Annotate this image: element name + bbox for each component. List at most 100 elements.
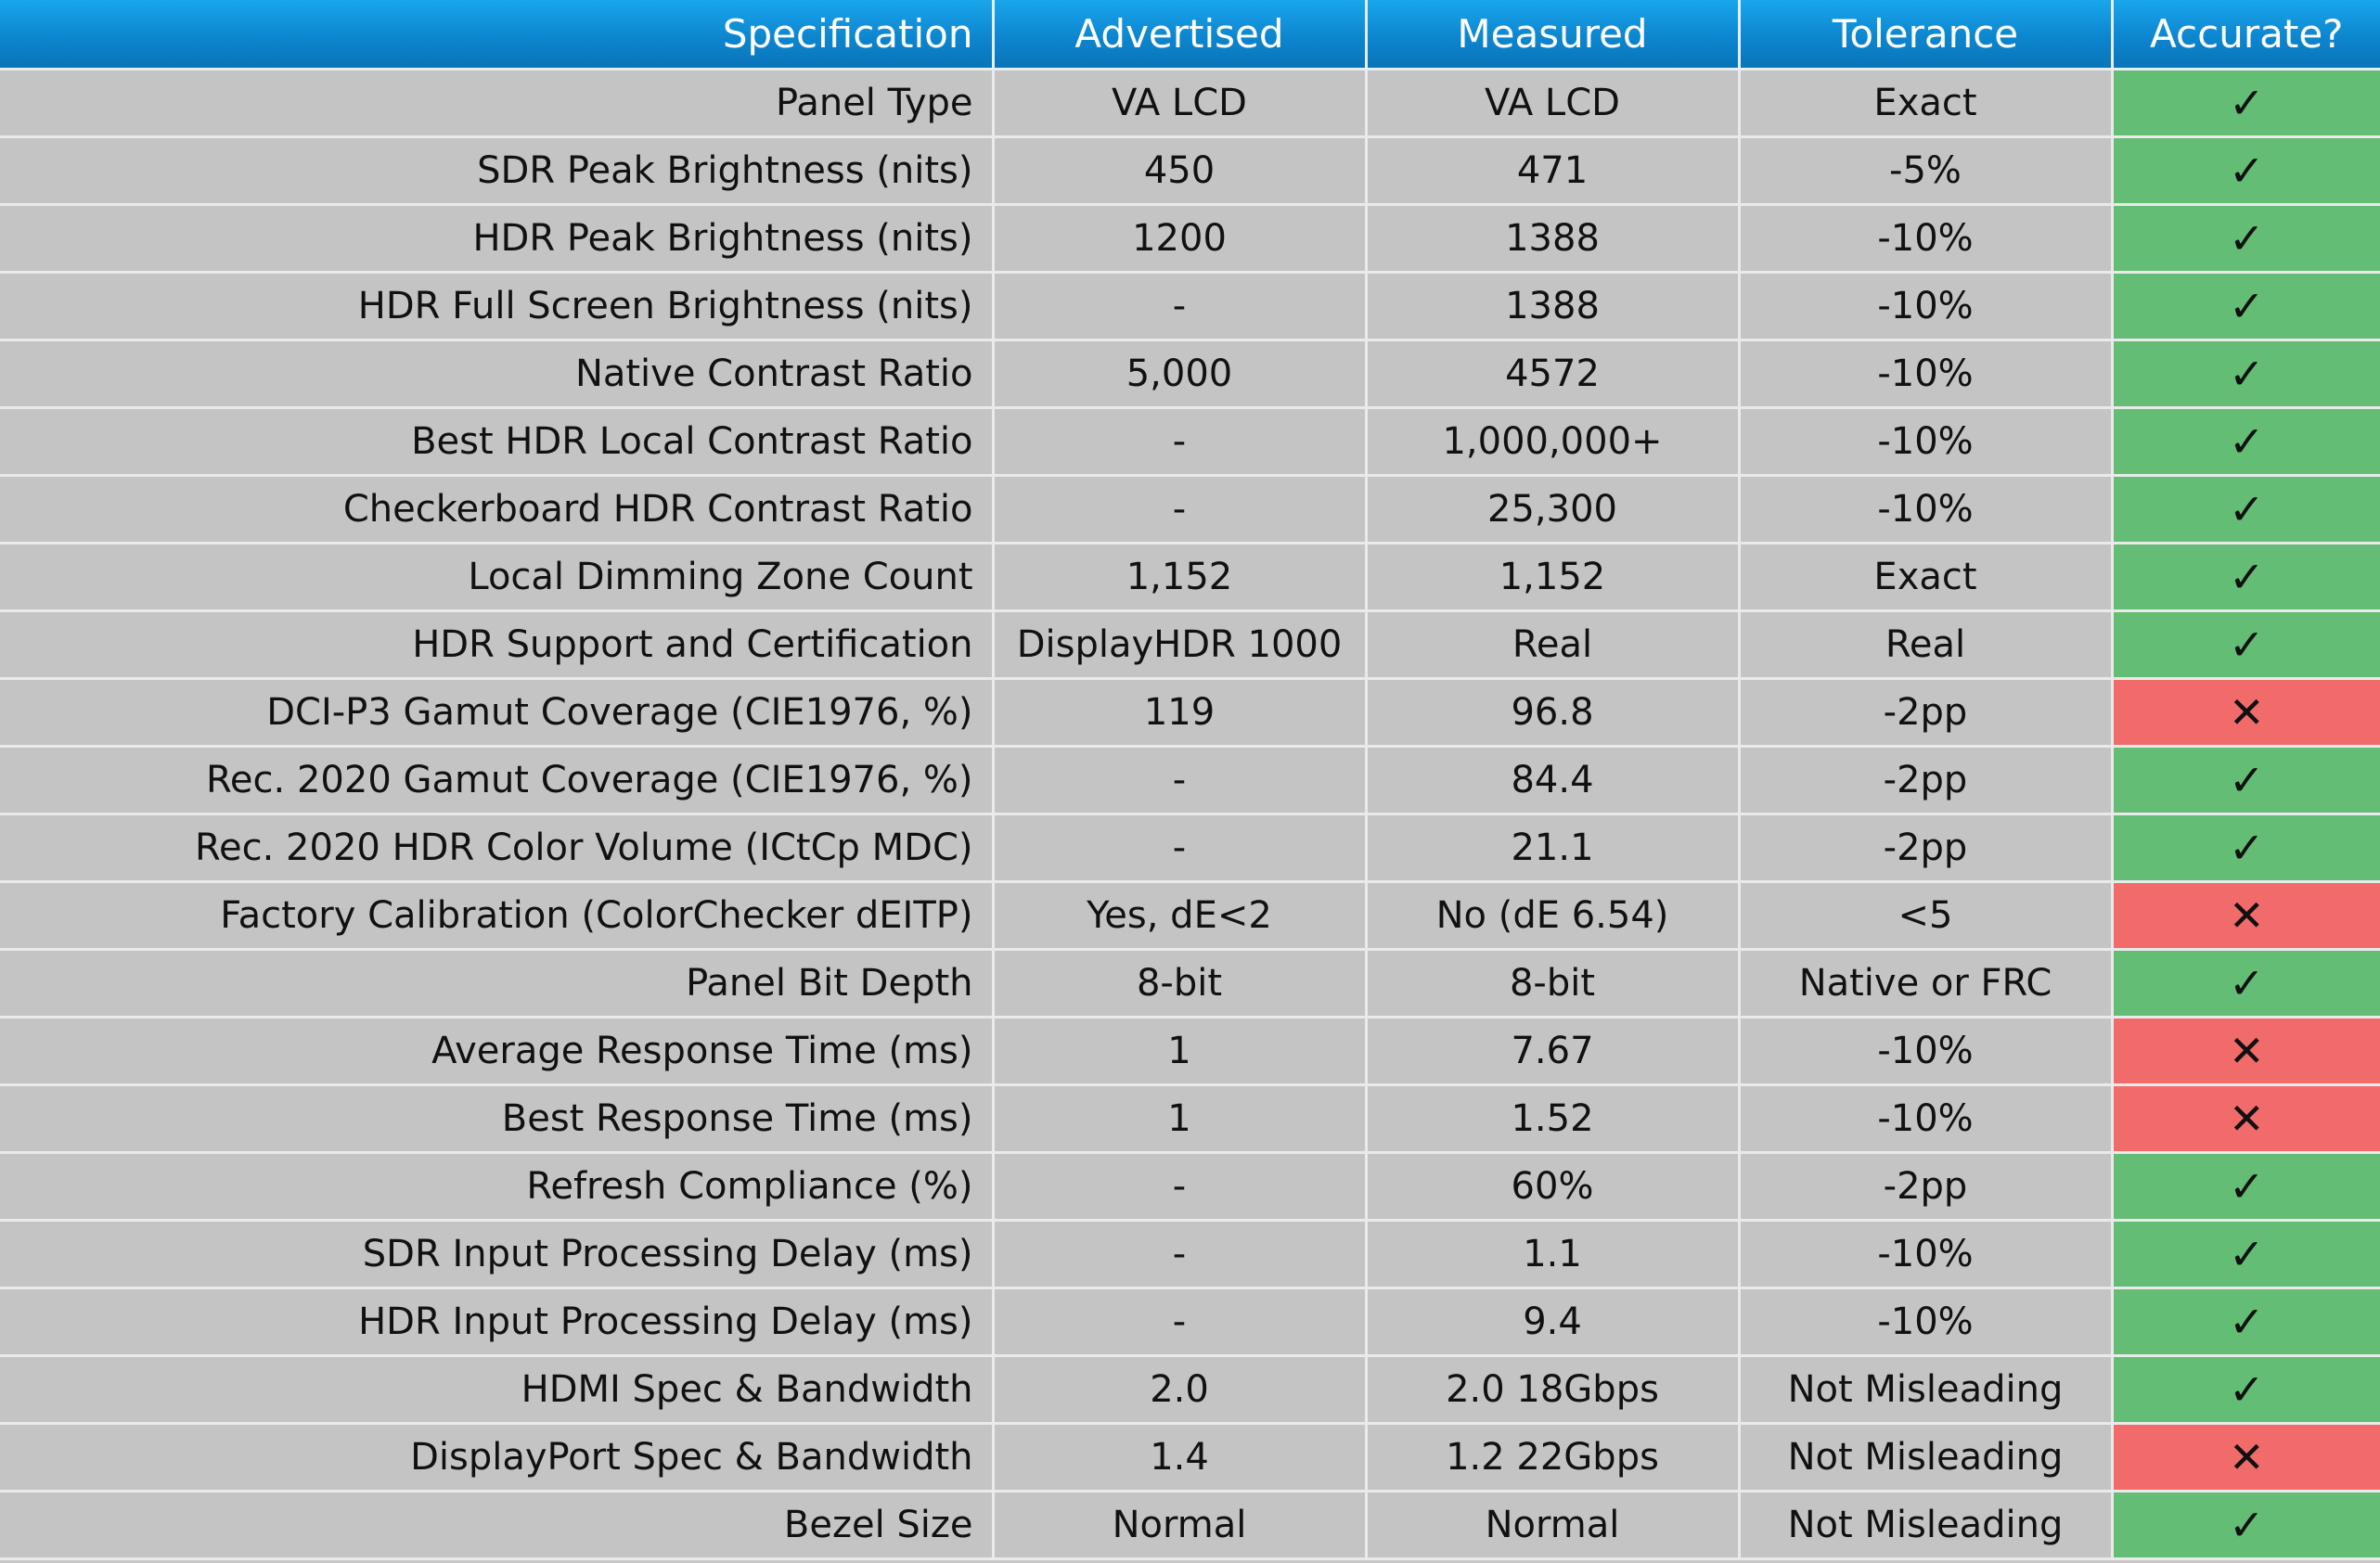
tolerance-cell: Real: [1739, 610, 2114, 680]
accurate-cell: ✓: [2112, 136, 2380, 206]
check-icon: ✓: [2228, 280, 2265, 331]
tolerance-cell: Exact: [1739, 543, 2114, 612]
accurate-cell: ✓: [2112, 746, 2380, 815]
accurate-cell: ✓: [2112, 1491, 2380, 1560]
tolerance-cell: Not Misleading: [1739, 1355, 2114, 1425]
spec-cell: HDR Full Screen Brightness (nits): [0, 272, 995, 341]
spec-cell: HDR Input Processing Delay (ms): [0, 1288, 995, 1357]
spec-cell: Rec. 2020 HDR Color Volume (ICtCp MDC): [0, 814, 995, 883]
tolerance-cell: -10%: [1739, 1220, 2114, 1289]
accurate-cell: ✓: [2112, 272, 2380, 341]
accurate-cell: ✕: [2112, 1017, 2380, 1086]
measured-cell: 21.1: [1366, 814, 1741, 883]
accurate-cell: ✕: [2112, 678, 2380, 748]
accurate-cell: ✓: [2112, 204, 2380, 274]
check-icon: ✓: [2228, 1499, 2265, 1550]
spec-cell: Native Contrast Ratio: [0, 340, 995, 409]
measured-cell: 1,152: [1366, 543, 1741, 612]
spec-cell: Best HDR Local Contrast Ratio: [0, 407, 995, 477]
table-row: Bezel Size Normal Normal Not Misleading ✓: [0, 1491, 2380, 1560]
measured-cell: 1388: [1366, 272, 1741, 341]
table-row: SDR Input Processing Delay (ms) -1.1 -10% ✓: [0, 1220, 2380, 1289]
advertised-cell: 1.4: [993, 1423, 1368, 1493]
measured-cell: 96.8: [1366, 678, 1741, 748]
measured-cell: No (dE 6.54): [1366, 881, 1741, 951]
tolerance-cell: -2pp: [1739, 1152, 2114, 1222]
tolerance-cell: -2pp: [1739, 678, 2114, 748]
measured-cell: VA LCD: [1366, 69, 1741, 138]
check-icon: ✓: [2228, 416, 2265, 467]
cross-icon: ✕: [2228, 1093, 2265, 1144]
spec-cell: DisplayPort Spec & Bandwidth: [0, 1423, 995, 1493]
advertised-cell: VA LCD: [993, 69, 1368, 138]
advertised-cell: Yes, dE<2: [993, 881, 1368, 951]
header-tolerance: Tolerance: [1739, 0, 2114, 70]
table-row: Native Contrast Ratio 5,000 4572 -10% ✓: [0, 340, 2380, 409]
table-row: Average Response Time (ms) 1 7.67 -10% ✕: [0, 1017, 2380, 1086]
measured-cell: 471: [1366, 136, 1741, 206]
cross-icon: ✕: [2228, 1431, 2265, 1482]
table-row: Panel Bit Depth 8-bit 8-bit Native or FRC ✓: [0, 949, 2380, 1019]
spec-cell: Rec. 2020 Gamut Coverage (CIE1976, %): [0, 746, 995, 815]
advertised-cell: -: [993, 407, 1368, 477]
tolerance-cell: -10%: [1739, 1017, 2114, 1086]
header-row: Specification Advertised Measured Tolera…: [0, 0, 2380, 70]
cross-icon: ✕: [2228, 890, 2265, 941]
check-icon: ✓: [2228, 483, 2265, 534]
advertised-cell: 1200: [993, 204, 1368, 274]
measured-cell: 2.0 18Gbps: [1366, 1355, 1741, 1425]
advertised-cell: 119: [993, 678, 1368, 748]
advertised-cell: -: [993, 272, 1368, 341]
advertised-cell: -: [993, 1152, 1368, 1222]
measured-cell: 8-bit: [1366, 949, 1741, 1019]
advertised-cell: -: [993, 746, 1368, 815]
measured-cell: 1,000,000+: [1366, 407, 1741, 477]
spec-cell: DCI-P3 Gamut Coverage (CIE1976, %): [0, 678, 995, 748]
check-icon: ✓: [2228, 1296, 2265, 1347]
tolerance-cell: -10%: [1739, 407, 2114, 477]
advertised-cell: 450: [993, 136, 1368, 206]
table-row: Panel Type VA LCD VA LCD Exact ✓: [0, 69, 2380, 138]
tolerance-cell: -10%: [1739, 475, 2114, 544]
accurate-cell: ✓: [2112, 340, 2380, 409]
accurate-cell: ✓: [2112, 610, 2380, 680]
spec-cell: HDMI Spec & Bandwidth: [0, 1355, 995, 1425]
spec-cell: Bezel Size: [0, 1491, 995, 1560]
tolerance-cell: -2pp: [1739, 746, 2114, 815]
check-icon: ✓: [2228, 212, 2265, 263]
accurate-cell: ✓: [2112, 1288, 2380, 1357]
check-icon: ✓: [2228, 551, 2265, 602]
measured-cell: 84.4: [1366, 746, 1741, 815]
table-row: Local Dimming Zone Count 1,152 1,152 Exact ✓: [0, 543, 2380, 612]
measured-cell: Real: [1366, 610, 1741, 680]
table-row: HDR Input Processing Delay (ms) -9.4 -10% ✓: [0, 1288, 2380, 1357]
advertised-cell: 2.0: [993, 1355, 1368, 1425]
spec-cell: Local Dimming Zone Count: [0, 543, 995, 612]
table-row: SDR Peak Brightness (nits) 450 471 -5% ✓: [0, 136, 2380, 206]
table-row: HDMI Spec & Bandwidth 2.0 2.0 18Gbps Not Mi…: [0, 1355, 2380, 1425]
accurate-cell: ✓: [2112, 407, 2380, 477]
spec-cell: Panel Type: [0, 69, 995, 138]
header-measured: Measured: [1366, 0, 1741, 70]
measured-cell: 25,300: [1366, 475, 1741, 544]
measured-cell: 1.1: [1366, 1220, 1741, 1289]
spec-cell: SDR Peak Brightness (nits): [0, 136, 995, 206]
accurate-cell: ✓: [2112, 1220, 2380, 1289]
table-row: HDR Full Screen Brightness (nits) -1388 -1…: [0, 272, 2380, 341]
accurate-cell: ✕: [2112, 1423, 2380, 1493]
check-icon: ✓: [2228, 145, 2265, 196]
check-icon: ✓: [2228, 1160, 2265, 1211]
measured-cell: 7.67: [1366, 1017, 1741, 1086]
table-row: Rec. 2020 Gamut Coverage (CIE1976, %) -84…: [0, 746, 2380, 815]
advertised-cell: -: [993, 475, 1368, 544]
advertised-cell: 1: [993, 1084, 1368, 1154]
table-row: HDR Support and Certification DisplayHDR …: [0, 610, 2380, 680]
tolerance-cell: Not Misleading: [1739, 1491, 2114, 1560]
check-icon: ✓: [2228, 822, 2265, 873]
cross-icon: ✕: [2228, 686, 2265, 737]
tolerance-cell: -10%: [1739, 204, 2114, 274]
accurate-cell: ✓: [2112, 814, 2380, 883]
header-accurate: Accurate?: [2112, 0, 2380, 70]
tolerance-cell: Native or FRC: [1739, 949, 2114, 1019]
